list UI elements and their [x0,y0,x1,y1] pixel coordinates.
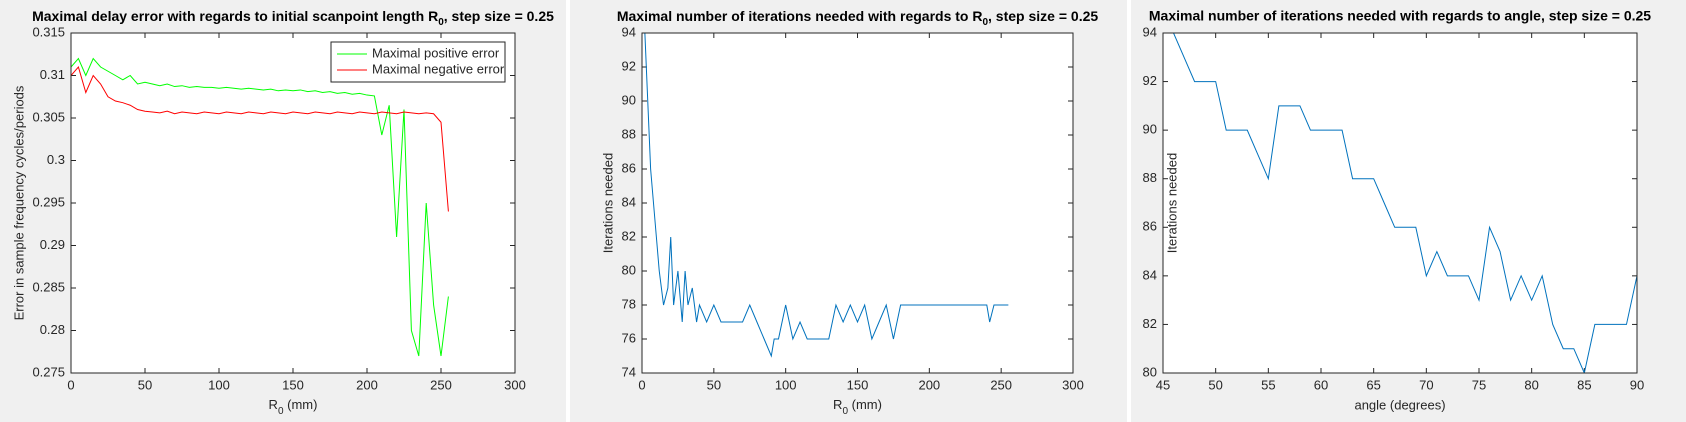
legend-label: Maximal negative error [372,61,505,76]
y-tick-label: 0.315 [32,24,65,39]
x-tick-label: 85 [1577,377,1591,392]
x-tick-label: 50 [707,377,721,392]
text-part: Maximal delay error with regards to init… [32,8,438,24]
axes-box [641,32,1074,374]
y-axis-label: Error in sample frequency cycles/periods [11,85,26,320]
y-tick-label: 80 [1143,364,1157,379]
y-tick-label: 90 [1143,122,1157,137]
x-axis-label: angle (degrees) [1354,397,1445,412]
text-part: , step size = 0.25 [444,8,554,24]
text-part: R [833,397,842,412]
y-tick-label: 94 [1143,24,1157,39]
text-part: 0 [982,17,988,28]
text-part: R [269,397,278,412]
x-tick-label: 90 [1630,377,1644,392]
y-tick-label: 0.3 [47,152,65,167]
x-tick-label: 200 [918,377,940,392]
x-tick-label: 75 [1472,377,1486,392]
y-tick-label: 92 [1143,73,1157,88]
y-tick-label: 86 [622,160,636,175]
text-part: (mm) [284,397,318,412]
x-tick-label: 0 [638,377,645,392]
y-tick-label: 90 [622,92,636,107]
y-axis-label: Iterations needed [1164,153,1179,253]
x-tick-label: 300 [504,377,526,392]
x-tick-label: 50 [1208,377,1222,392]
axes-box [1162,32,1638,374]
y-axis-label: Iterations needed [600,153,615,253]
x-tick-label: 80 [1524,377,1538,392]
x-tick-label: 250 [430,377,452,392]
x-axis-label: R0 (mm) [269,397,318,417]
axes-box [70,32,516,374]
x-tick-label: 100 [208,377,230,392]
x-tick-label: 200 [356,377,378,392]
data-line [1163,33,1637,373]
y-tick-label: 82 [1143,316,1157,331]
y-tick-label: 82 [622,228,636,243]
y-tick-label: 0.285 [32,279,65,294]
x-tick-label: 55 [1261,377,1275,392]
text-part: 0 [842,406,848,417]
y-tick-label: 84 [1143,267,1157,282]
x-axis-label: R0 (mm) [833,397,882,417]
data-line [71,65,449,212]
x-tick-label: 45 [1156,377,1170,392]
y-tick-label: 74 [622,364,636,379]
legend-label: Maximal positive error [372,45,500,60]
x-tick-label: 60 [1314,377,1328,392]
text-part: 0 [278,406,284,417]
y-tick-label: 94 [622,24,636,39]
y-tick-label: 0.295 [32,194,65,209]
plot-area [642,33,1073,373]
x-tick-label: 0 [67,377,74,392]
chart-title: Maximal delay error with regards to init… [32,8,554,28]
y-tick-label: 0.28 [40,322,65,337]
y-tick-label: 76 [622,330,636,345]
data-line [642,33,1009,358]
text-part: , step size = 0.25 [988,8,1098,24]
x-tick-label: 70 [1419,377,1433,392]
x-tick-label: 65 [1366,377,1380,392]
y-tick-label: 0.305 [32,109,65,124]
chart-title: Maximal number of iterations needed with… [1149,8,1651,24]
y-tick-label: 88 [622,126,636,141]
x-tick-label: 300 [1062,377,1084,392]
x-tick-label: 150 [282,377,304,392]
y-tick-label: 80 [622,262,636,277]
text-part: (mm) [848,397,882,412]
legend-box [330,41,506,83]
y-tick-label: 86 [1143,219,1157,234]
data-line [71,57,449,357]
plot-area [1163,33,1637,373]
text-part: 0 [438,17,444,28]
y-tick-label: 84 [622,194,636,209]
x-tick-label: 100 [775,377,797,392]
x-tick-label: 50 [138,377,152,392]
x-tick-label: 250 [990,377,1012,392]
plot-area [71,33,515,373]
y-tick-label: 88 [1143,170,1157,185]
y-tick-label: 0.275 [32,364,65,379]
y-tick-label: 92 [622,58,636,73]
chart-title: Maximal number of iterations needed with… [617,8,1099,28]
x-tick-label: 150 [847,377,869,392]
y-tick-label: 0.31 [40,67,65,82]
y-tick-label: 78 [622,296,636,311]
y-tick-label: 0.29 [40,237,65,252]
text-part: Maximal number of iterations needed with… [617,8,983,24]
